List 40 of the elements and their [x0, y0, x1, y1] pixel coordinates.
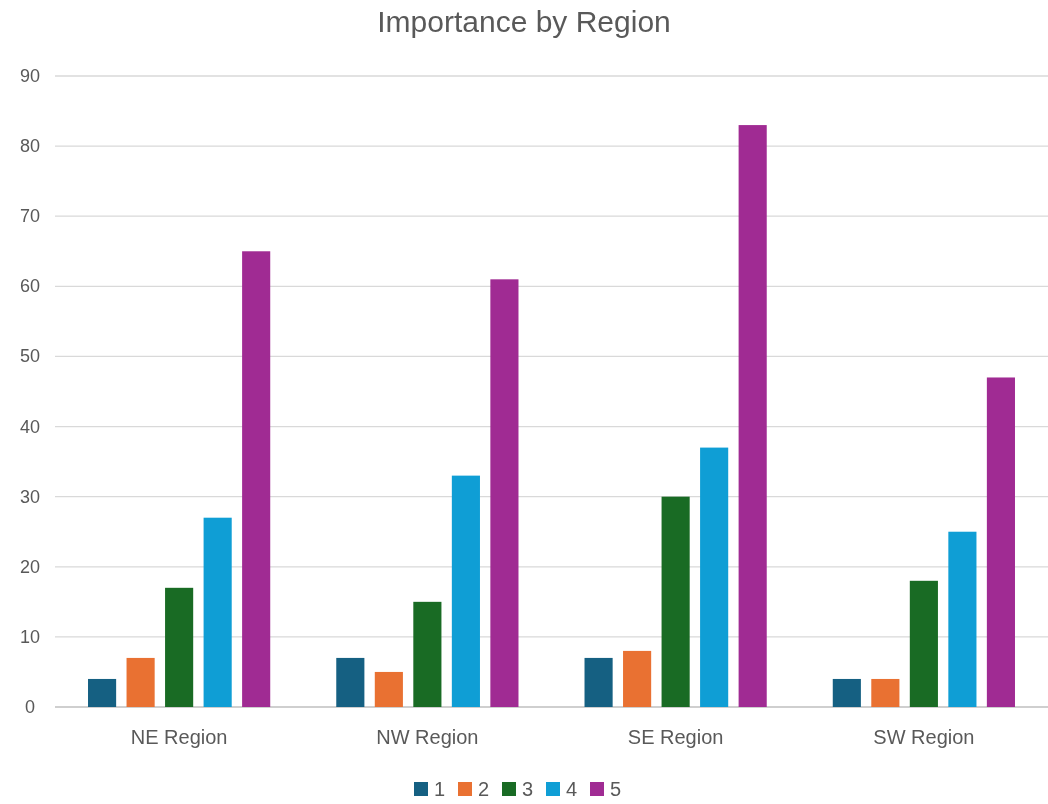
- bar: [126, 657, 155, 707]
- bar: [374, 671, 403, 707]
- y-tick-label: 0: [24, 697, 36, 717]
- x-tick-label: NW Region: [376, 726, 479, 748]
- bar: [88, 678, 117, 707]
- legend-label: 2: [478, 778, 490, 800]
- y-tick-label: 50: [19, 346, 41, 367]
- bar: [700, 447, 729, 707]
- bar: [413, 601, 442, 707]
- y-tick-label: 80: [19, 136, 41, 157]
- legend-label: 4: [566, 778, 578, 800]
- bar: [986, 377, 1015, 707]
- bar: [661, 496, 690, 707]
- y-tick-label: 30: [19, 486, 41, 507]
- bar: [909, 580, 938, 707]
- x-tick-label: NE Region: [130, 726, 228, 748]
- y-tick-label: 70: [19, 206, 41, 227]
- y-tick-label: 60: [19, 276, 41, 297]
- bar: [832, 678, 861, 707]
- x-tick-label: SE Region: [627, 726, 724, 748]
- bar: [165, 587, 194, 707]
- x-tick-label: SW Region: [873, 726, 975, 748]
- bar: [948, 531, 977, 707]
- bar: [584, 657, 613, 707]
- y-tick-label: 40: [19, 416, 41, 437]
- y-tick-label: 10: [19, 626, 41, 647]
- bar: [451, 475, 480, 707]
- bar: [738, 125, 767, 707]
- bar: [203, 517, 232, 707]
- bar: [242, 251, 271, 707]
- bar: [336, 657, 365, 707]
- legend-label: 5: [610, 778, 622, 800]
- chart-title: Importance by Region: [377, 5, 671, 38]
- legend-label: 3: [522, 778, 534, 800]
- bar: [490, 279, 519, 707]
- bar: [871, 678, 900, 707]
- y-tick-label: 90: [19, 66, 41, 86]
- legend-label: 1: [434, 778, 446, 800]
- y-tick-label: 20: [19, 556, 41, 577]
- bar: [623, 650, 652, 707]
